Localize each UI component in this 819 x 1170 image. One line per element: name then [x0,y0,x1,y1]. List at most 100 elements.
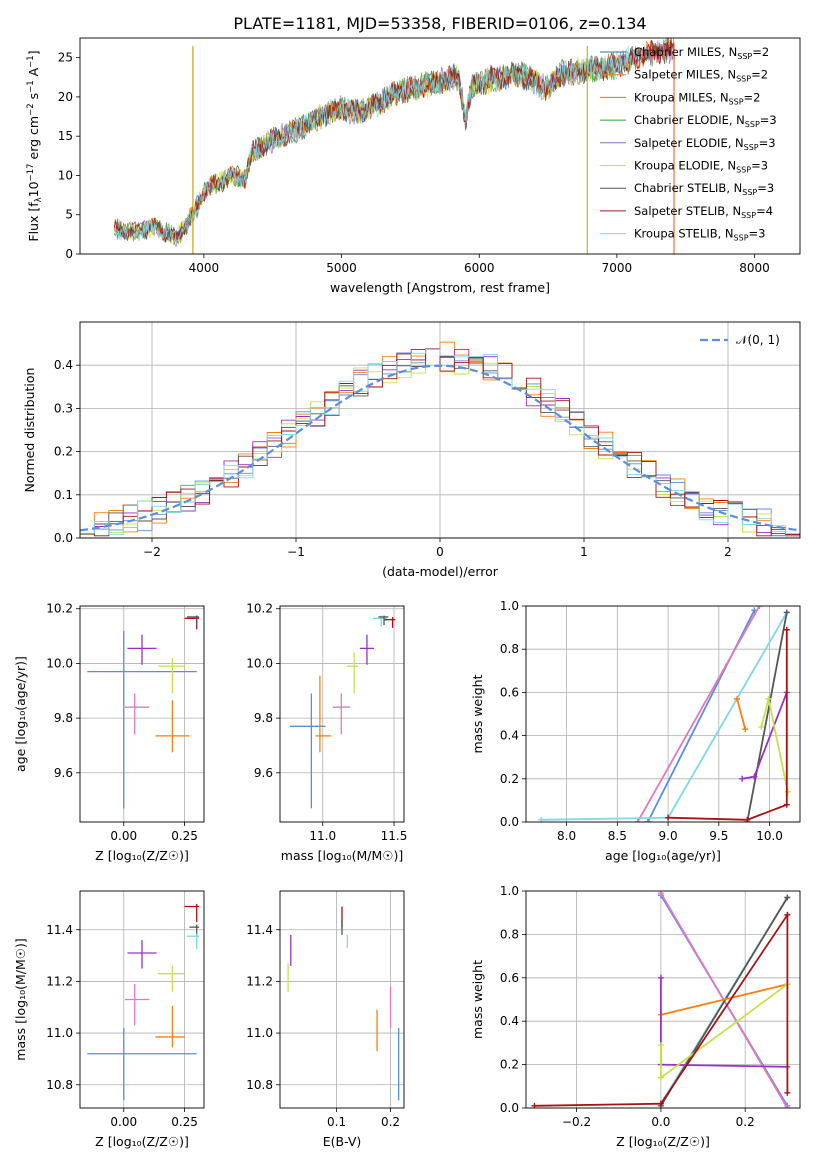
y-axis-label: age [log₁₀(age/yr)] [13,656,28,772]
weight-marker [784,894,791,901]
y-tick-label: 11.2 [46,974,73,988]
legend-entry-suffix: =2 [752,45,769,59]
y-tick-label: 11.0 [246,1026,273,1040]
x-tick-label: 6000 [464,261,495,275]
legend-entry-suffix: =2 [751,68,768,82]
x-tick-label: 8.5 [608,829,627,843]
y-tick-label: 9.6 [54,766,73,780]
plot-area [80,341,800,537]
y-axis-label: mass [log₁₀(M/M☉)] [13,938,28,1060]
weight-marker [634,819,641,822]
y-axis-label-part: −2 [26,103,36,116]
y-tick-label: 0.6 [500,971,519,985]
plot-area [538,606,791,822]
weight-marker [657,1100,664,1107]
x-tick-label: 0.00 [110,829,137,843]
histogram-step [80,341,800,537]
weight-vs-age-panel: 8.0 8.5 9.0 9.5 10.0 0.0 0.2 0.4 0.6 0.8 1.0 age [l… [470,599,801,863]
legend-entry-subscript: SSP [729,97,744,106]
x-tick-label: 0.2 [381,1115,400,1129]
x-tick-label: 8.0 [557,829,576,843]
legend-entry: Chabrier MILES, NSSP=2 [634,45,769,61]
y-tick-label: 0.2 [500,772,519,786]
x-tick-label: 8000 [739,261,770,275]
x-tick-label: 2 [724,545,732,559]
y-axis-label: Normed distribution [22,368,37,493]
weight-marker [784,1089,791,1096]
residuals-panel: −2 −1 0 1 2 0.0 0.1 0.2 0.3 0.4 (data-model)/error… [22,321,801,579]
x-tick-label: −0.2 [562,1115,591,1129]
y-axis-label-part: ] [26,50,41,55]
weight-line [534,911,789,1107]
x-tick-label: 0.2 [736,1115,755,1129]
figure-title: PLATE=1181, MJD=53358, FIBERID=0106, z=0… [233,14,646,33]
y-axis-label: mass weight [470,960,485,1039]
y-tick-label: 10.2 [46,602,73,616]
y-axis-label-part: λ [34,197,44,202]
axes-frame [279,890,405,1109]
y-axis-label-part: −1 [26,55,36,68]
x-tick-label: 0.0 [651,1115,670,1129]
legend-entry: Salpeter ELODIE, NSSP=3 [634,136,776,152]
x-tick-label: 11.5 [381,829,408,843]
weight-marker [756,606,763,609]
y-tick-label: 0.1 [54,488,73,502]
weight-marker [751,773,758,780]
y-axis-label-part: 10 [26,181,41,197]
weight-marker [784,1105,791,1108]
mass-vs-extinction-panel: 0.1 0.2 10.8 11.0 11.2 11.4 E(B-V) [246,890,405,1149]
weight-marker [758,723,765,730]
x-axis-label: (data-model)/error [382,564,499,579]
weight-marker [665,814,672,821]
legend-entry-subscript: SSP [741,211,756,220]
x-tick-label: 1 [580,545,588,559]
plot-area [114,38,675,254]
spectrum-panel: Chabrier MILES, NSSP=2 Salpeter MILES, NS… [26,37,801,295]
y-tick-label: 0.0 [500,815,519,829]
legend-entry: Kroupa ELODIE, NSSP=3 [634,159,768,175]
x-tick-label: 11.0 [309,829,336,843]
y-tick-label: 10.0 [46,656,73,670]
y-tick-label: 1.0 [500,599,519,613]
y-tick-label: 10 [58,168,73,182]
y-axis-label-part: erg cm [26,116,41,164]
x-axis-label: mass [log₁₀(M/M☉)] [281,848,403,863]
legend-entry: Kroupa STELIB, NSSP=3 [634,227,765,243]
weight-marker [784,911,791,918]
legend-entry: Chabrier ELODIE, NSSP=3 [634,113,777,129]
y-tick-label: 11.0 [46,1026,73,1040]
y-axis-label-part: A [26,67,41,80]
y-tick-label: 9.8 [254,711,273,725]
y-tick-label: 0.2 [500,1058,519,1072]
x-tick-label: −2 [143,545,161,559]
y-tick-label: 0 [65,247,73,261]
y-tick-label: 0.8 [500,927,519,941]
legend-entry-suffix: =3 [759,136,776,150]
legend-entry: 𝒩(0, 1) [736,333,780,347]
x-tick-label: 9.5 [709,829,728,843]
y-tick-label: 0.4 [500,1014,519,1028]
histogram-step [80,349,800,536]
x-axis-label: Z [log₁₀(Z/Z☉)] [95,1134,189,1149]
y-tick-label: 0.6 [500,685,519,699]
weight-line [660,983,788,1080]
age-vs-metallicity-panel: 0.00 0.25 9.6 9.8 10.0 10.2 Z [log₁₀(Z/Z☉)] age… [13,602,205,863]
x-tick-label: 0.1 [327,1115,346,1129]
y-axis-label-part: −17 [26,163,36,181]
spectrum-line [114,45,638,244]
axes-frame [79,37,801,255]
plot-area [87,615,200,809]
axes-frame [79,890,205,1109]
axes-frame [525,890,801,1109]
age-vs-mass-panel: 11.0 11.5 9.6 9.8 10.0 10.2 mass [log₁₀(M/M☉)] [246,602,407,863]
y-tick-label: 0.2 [54,445,73,459]
y-tick-label: 20 [58,90,73,104]
y-tick-label: 15 [58,129,73,143]
axes-frame [279,605,405,823]
mass-vs-metallicity-panel: 0.00 0.25 10.8 11.0 11.2 11.4 Z [log₁₀(Z/Z☉)] m… [13,890,205,1149]
y-tick-label: 9.6 [254,766,273,780]
weight-line [736,698,747,730]
y-axis-label: mass weight [470,674,485,753]
legend-entry-subscript: SSP [744,143,759,152]
weight-marker [657,1042,664,1049]
